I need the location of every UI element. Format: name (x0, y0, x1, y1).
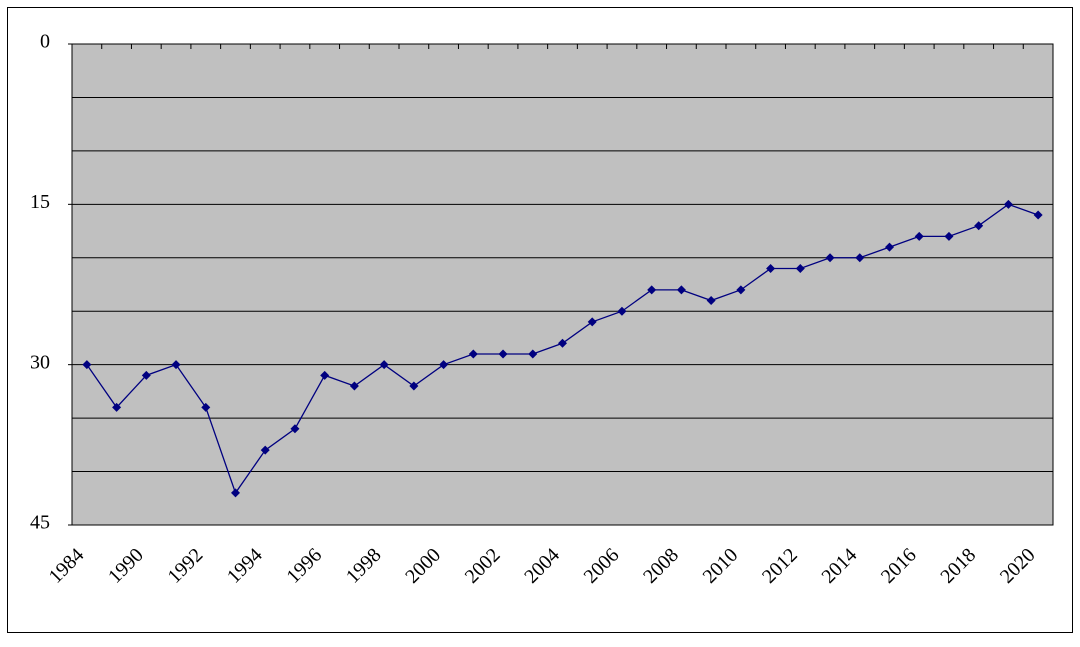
data-point (201, 402, 211, 412)
data-point (409, 381, 419, 391)
data-point (855, 253, 865, 263)
data-point (676, 285, 686, 295)
data-point (885, 242, 894, 252)
data-point (112, 402, 122, 412)
data-point (82, 360, 92, 370)
data-point (231, 488, 240, 498)
data-point (795, 263, 805, 273)
data-point (617, 306, 627, 316)
data-point (320, 370, 330, 380)
data-point (974, 221, 984, 231)
data-point (468, 349, 478, 359)
data-point (944, 231, 954, 241)
data-point (171, 360, 181, 370)
data-point (349, 381, 359, 391)
y-tick-label: 30 (30, 351, 50, 373)
data-point (766, 263, 776, 273)
data-point (379, 360, 389, 370)
data-point (1033, 210, 1043, 220)
data-point (825, 253, 835, 263)
data-point (914, 231, 924, 241)
data-point (290, 424, 300, 434)
data-point (587, 317, 597, 327)
data-point (1003, 199, 1013, 209)
data-point (439, 360, 449, 370)
data-point (260, 445, 270, 455)
data-point (528, 349, 538, 359)
plot-area (71, 43, 1054, 526)
y-tick-label: 15 (30, 191, 50, 213)
data-point (558, 338, 567, 348)
y-tick-label: 0 (40, 31, 50, 53)
data-point (736, 285, 746, 295)
data-point (141, 370, 151, 380)
data-point (706, 296, 716, 306)
data-point (498, 349, 508, 359)
data-point (647, 285, 657, 295)
y-tick-label: 45 (30, 512, 50, 534)
